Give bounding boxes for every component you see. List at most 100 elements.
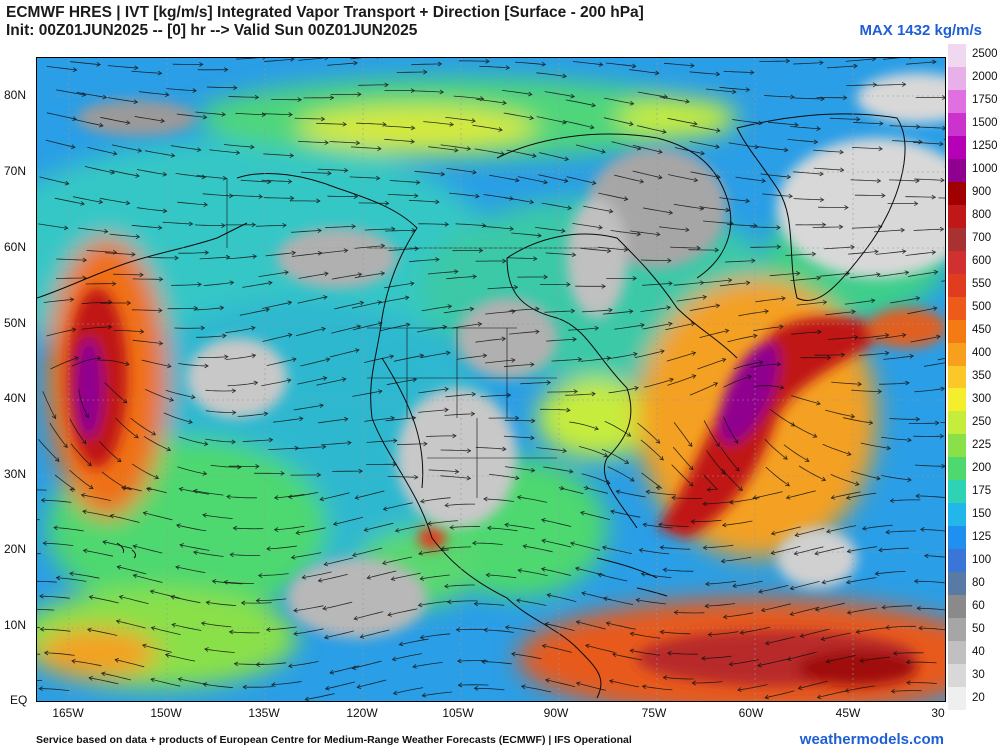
lat-label-eq: EQ bbox=[10, 693, 28, 707]
streamline bbox=[891, 140, 923, 143]
streamline bbox=[601, 448, 629, 464]
streamline-arrowhead bbox=[233, 85, 238, 91]
streamline-arrowhead bbox=[354, 495, 360, 500]
streamline bbox=[673, 422, 693, 447]
streamline-arrowhead bbox=[636, 231, 642, 237]
streamline bbox=[109, 169, 140, 177]
streamline bbox=[846, 577, 877, 584]
streamline bbox=[723, 70, 754, 73]
streamline bbox=[262, 334, 292, 342]
streamline bbox=[923, 362, 945, 367]
streamline bbox=[672, 446, 694, 470]
colorbar-label: 450 bbox=[972, 324, 992, 337]
streamline bbox=[322, 601, 353, 610]
streamline bbox=[384, 282, 414, 289]
streamline bbox=[178, 363, 209, 367]
streamline bbox=[69, 469, 94, 489]
streamline-arrowhead bbox=[580, 510, 585, 516]
streamline bbox=[294, 117, 325, 120]
streamline-arrowhead bbox=[288, 112, 293, 117]
streamline-arrowhead bbox=[420, 498, 425, 504]
streamline bbox=[225, 354, 256, 360]
streamline-arrowhead bbox=[502, 258, 507, 264]
streamline-arrowhead bbox=[162, 171, 168, 177]
streamline-arrowhead bbox=[115, 619, 121, 624]
streamline-arrowhead bbox=[907, 477, 912, 483]
streamline bbox=[541, 519, 572, 527]
streamline-arrowhead bbox=[435, 199, 440, 205]
streamline-arrowhead bbox=[444, 386, 449, 392]
streamline bbox=[445, 393, 476, 398]
streamline bbox=[261, 379, 291, 387]
streamline bbox=[604, 420, 631, 437]
data-credit: Service based on data + products of Euro… bbox=[36, 734, 632, 746]
streamline-arrowhead bbox=[359, 634, 365, 639]
streamline-arrowhead bbox=[201, 174, 207, 180]
streamline bbox=[674, 611, 705, 614]
streamline-arrowhead bbox=[427, 521, 432, 526]
colorbar-label: 2000 bbox=[972, 71, 998, 84]
streamline bbox=[121, 487, 142, 492]
streamline-arrowhead bbox=[39, 593, 44, 599]
lon-label-45w: 45W bbox=[835, 706, 861, 720]
streamline bbox=[131, 463, 159, 479]
streamline-arrowhead bbox=[916, 605, 921, 611]
lat-label-70n: 70N bbox=[4, 164, 27, 178]
streamline-arrowhead bbox=[631, 63, 637, 69]
streamline bbox=[506, 149, 537, 157]
brand-link[interactable]: weathermodels.com bbox=[799, 731, 944, 748]
streamline-arrowhead bbox=[221, 111, 226, 117]
streamline-arrowhead bbox=[146, 487, 151, 492]
streamline bbox=[791, 395, 821, 405]
streamline-arrowhead bbox=[162, 208, 168, 214]
streamline-arrowhead bbox=[541, 518, 546, 523]
streamline bbox=[660, 546, 691, 550]
streamline bbox=[393, 687, 424, 694]
streamline-arrowhead bbox=[714, 247, 720, 253]
streamline bbox=[395, 524, 426, 532]
streamline bbox=[387, 194, 418, 197]
streamline-arrowhead bbox=[659, 629, 665, 635]
streamline bbox=[913, 228, 944, 231]
streamline-arrowhead bbox=[390, 576, 396, 581]
streamline-arrowhead bbox=[662, 675, 668, 681]
streamline bbox=[875, 334, 906, 340]
streamline-arrowhead bbox=[793, 551, 799, 556]
streamline-arrowhead bbox=[881, 193, 886, 198]
streamline bbox=[228, 96, 259, 98]
streamline bbox=[517, 176, 548, 184]
streamline-arrowhead bbox=[478, 248, 484, 253]
streamline bbox=[193, 307, 224, 311]
streamline-arrowhead bbox=[788, 193, 793, 199]
streamline-arrowhead bbox=[640, 323, 645, 328]
lat-label-60n: 60N bbox=[4, 240, 27, 254]
streamline bbox=[504, 524, 535, 530]
streamline bbox=[389, 180, 420, 183]
streamline-arrowhead bbox=[51, 414, 57, 420]
streamline-arrowhead bbox=[232, 525, 238, 531]
streamline bbox=[583, 205, 613, 213]
streamline-arrowhead bbox=[423, 441, 428, 447]
streamline-arrowhead bbox=[846, 548, 852, 554]
streamline bbox=[511, 653, 542, 660]
streamline bbox=[540, 408, 570, 411]
streamline-arrowhead bbox=[228, 629, 234, 635]
streamline bbox=[825, 311, 856, 316]
streamline-arrowhead bbox=[380, 243, 386, 249]
streamline-arrowhead bbox=[233, 661, 239, 667]
streamline-arrowhead bbox=[483, 496, 488, 502]
colorbar-label: 150 bbox=[972, 507, 992, 520]
streamline bbox=[480, 394, 511, 398]
streamline-arrowhead bbox=[84, 413, 89, 419]
streamline bbox=[352, 547, 382, 556]
streamline-arrowhead bbox=[825, 658, 831, 664]
streamline-arrowhead bbox=[932, 59, 937, 65]
ivt-direction-streamlines bbox=[37, 58, 945, 701]
streamline bbox=[485, 310, 516, 315]
streamline-arrowhead bbox=[167, 363, 172, 369]
streamline-arrowhead bbox=[322, 376, 328, 381]
streamline bbox=[349, 176, 380, 179]
streamline bbox=[728, 142, 759, 148]
streamline-arrowhead bbox=[706, 487, 711, 493]
streamline bbox=[133, 545, 163, 554]
